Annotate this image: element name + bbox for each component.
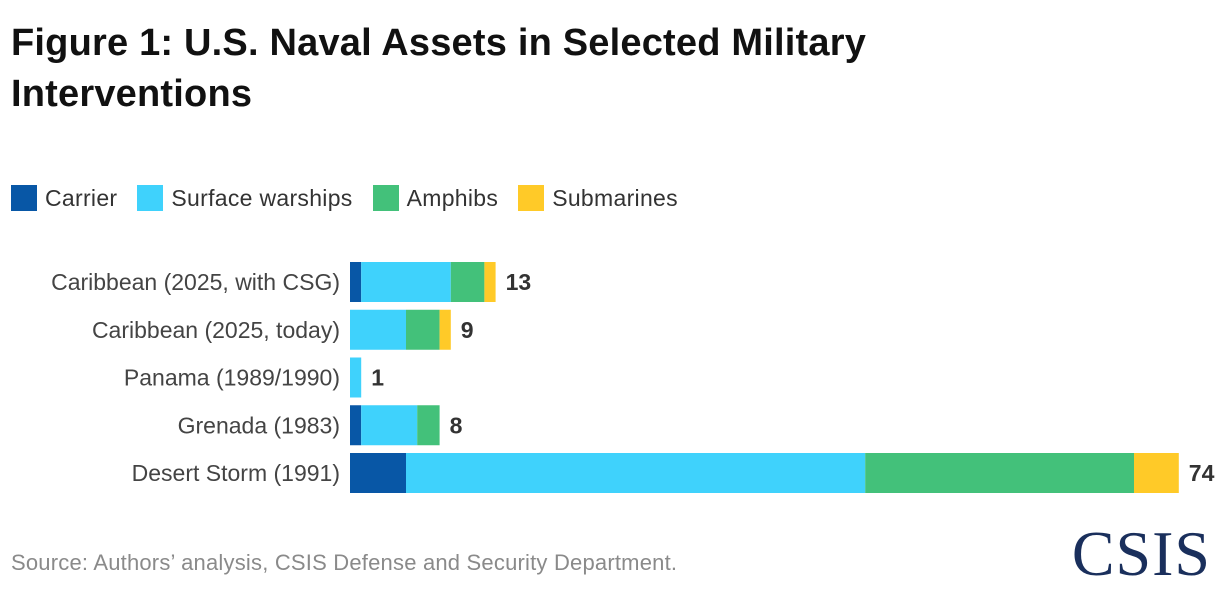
bar-segment-surface-warships: [361, 405, 418, 446]
legend-item-carrier: Carrier: [11, 185, 117, 212]
legend-label-surface-warships: Surface warships: [171, 184, 353, 211]
source-note: Source: Authors’ analysis, CSIS Defense …: [11, 550, 678, 575]
bar-segment-carrier: [350, 453, 406, 493]
legend-swatch-carrier: [11, 185, 37, 211]
bar-segment-carrier: [350, 262, 362, 302]
bar-segment-amphibs: [865, 453, 1134, 493]
legend-swatch-amphibs: [372, 185, 399, 211]
legend: Carrier Surface warships Amphibs Submari…: [11, 180, 698, 216]
csis-logo: CSIS: [1071, 518, 1211, 589]
bar-segment-submarines: [484, 262, 496, 302]
category-label: Grenada (1983): [178, 412, 340, 438]
legend-item-submarines: Submarines: [518, 185, 678, 212]
total-label: 13: [506, 269, 532, 295]
legend-swatch-submarines: [518, 185, 545, 211]
bar-segment-surface-warships: [350, 357, 362, 398]
total-label: 1: [371, 365, 384, 391]
bar-segment-submarines: [1134, 453, 1179, 493]
bar-segment-amphibs: [450, 262, 485, 302]
legend-label-amphibs: Amphibs: [406, 184, 499, 211]
bar-segment-surface-warships: [406, 453, 866, 493]
total-label: 9: [461, 317, 474, 343]
bar-segment-amphibs: [406, 309, 440, 350]
legend-item-amphibs: Amphibs: [372, 184, 499, 212]
chart-title: Figure 1: U.S. Naval Assets in Selected …: [11, 22, 867, 115]
total-label: 74: [1189, 460, 1215, 486]
legend-label-submarines: Submarines: [552, 184, 678, 211]
legend-item-surface-warships: Surface warships: [137, 185, 352, 212]
bar-segment-surface-warships: [361, 262, 451, 302]
category-label: Desert Storm (1991): [132, 460, 340, 486]
category-label: Panama (1989/1990): [124, 365, 340, 391]
bar-segment-surface-warships: [350, 309, 406, 350]
bar-segment-carrier: [350, 405, 362, 446]
bar-segment-amphibs: [417, 405, 440, 446]
category-label: Caribbean (2025, today): [92, 317, 340, 343]
total-label: 8: [450, 412, 463, 438]
legend-swatch-surface-warships: [137, 185, 164, 211]
legend-label-carrier: Carrier: [45, 184, 118, 211]
bar-segment-submarines: [439, 309, 451, 350]
category-label: Caribbean (2025, with CSG): [51, 269, 340, 295]
